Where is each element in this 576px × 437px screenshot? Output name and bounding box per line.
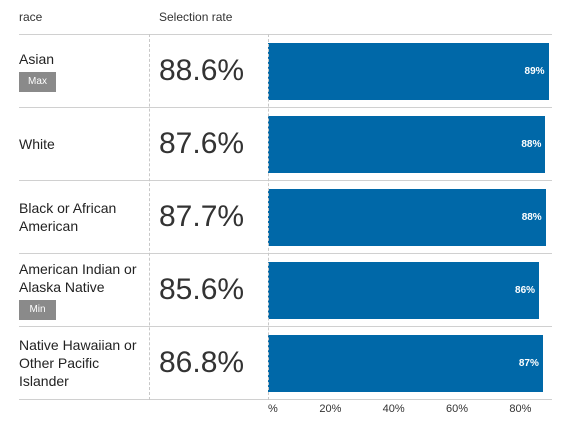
row-label: Native Hawaiian or Other Pacific Islande… — [19, 327, 149, 399]
bar-track: 89% — [268, 43, 553, 100]
x-tick-label: 80% — [509, 403, 532, 415]
bar-track: 88% — [268, 189, 553, 246]
bar: 86% — [268, 262, 540, 319]
selection-rate-value: 88.6% — [159, 54, 245, 87]
bar: 89% — [268, 43, 549, 100]
row-label: White — [19, 108, 149, 180]
bar-data-label: 89% — [524, 66, 545, 77]
status-badge: Min — [19, 300, 56, 320]
table-row: White 87.6% 88% — [19, 108, 552, 181]
x-axis: % 20% 40% 60% 80% — [268, 400, 553, 420]
x-tick-label: 20% — [319, 403, 342, 415]
bar-track: 86% — [268, 262, 553, 319]
row-label: Asian Max — [19, 35, 149, 107]
bar: 88% — [268, 116, 546, 173]
row-label: American Indian or Alaska Native Min — [19, 254, 149, 326]
bar-data-label: 88% — [521, 212, 542, 223]
table-row: American Indian or Alaska Native Min 85.6%… — [19, 254, 552, 327]
race-name: American Indian or Alaska Native — [19, 261, 137, 295]
table-row: Black or African American 87.7% 88% — [19, 181, 552, 254]
bar: 87% — [268, 335, 543, 392]
table-row: Asian Max 88.6% 89% — [19, 35, 552, 108]
bar-track: 87% — [268, 335, 553, 392]
bar: 88% — [268, 189, 546, 246]
race-name: Asian — [19, 51, 55, 67]
plot-left-edge — [268, 34, 269, 400]
race-name: Black or African American — [19, 200, 117, 234]
table-top-border — [19, 34, 552, 35]
selection-rate-value: 85.6% — [159, 273, 245, 306]
x-tick-label: 60% — [446, 403, 469, 415]
x-tick-label: 40% — [382, 403, 405, 415]
header-race: race — [19, 10, 43, 24]
race-name: Native Hawaiian or Other Pacific Islande… — [19, 337, 137, 389]
race-name: White — [19, 136, 55, 152]
bar-track: 88% — [268, 116, 553, 173]
selection-rate-value: 87.7% — [159, 200, 245, 233]
bar-data-label: 86% — [515, 285, 536, 296]
row-label: Black or African American — [19, 181, 149, 253]
bar-data-label: 88% — [521, 139, 542, 150]
selection-rate-value: 86.8% — [159, 346, 245, 379]
header-selection-rate: Selection rate — [159, 10, 233, 24]
column-separator — [149, 34, 150, 400]
bar-data-label: 87% — [518, 358, 539, 369]
status-badge: Max — [19, 72, 56, 92]
selection-rate-value: 87.6% — [159, 127, 245, 160]
x-tick-label: % — [268, 403, 278, 415]
table-row: Native Hawaiian or Other Pacific Islande… — [19, 327, 552, 400]
